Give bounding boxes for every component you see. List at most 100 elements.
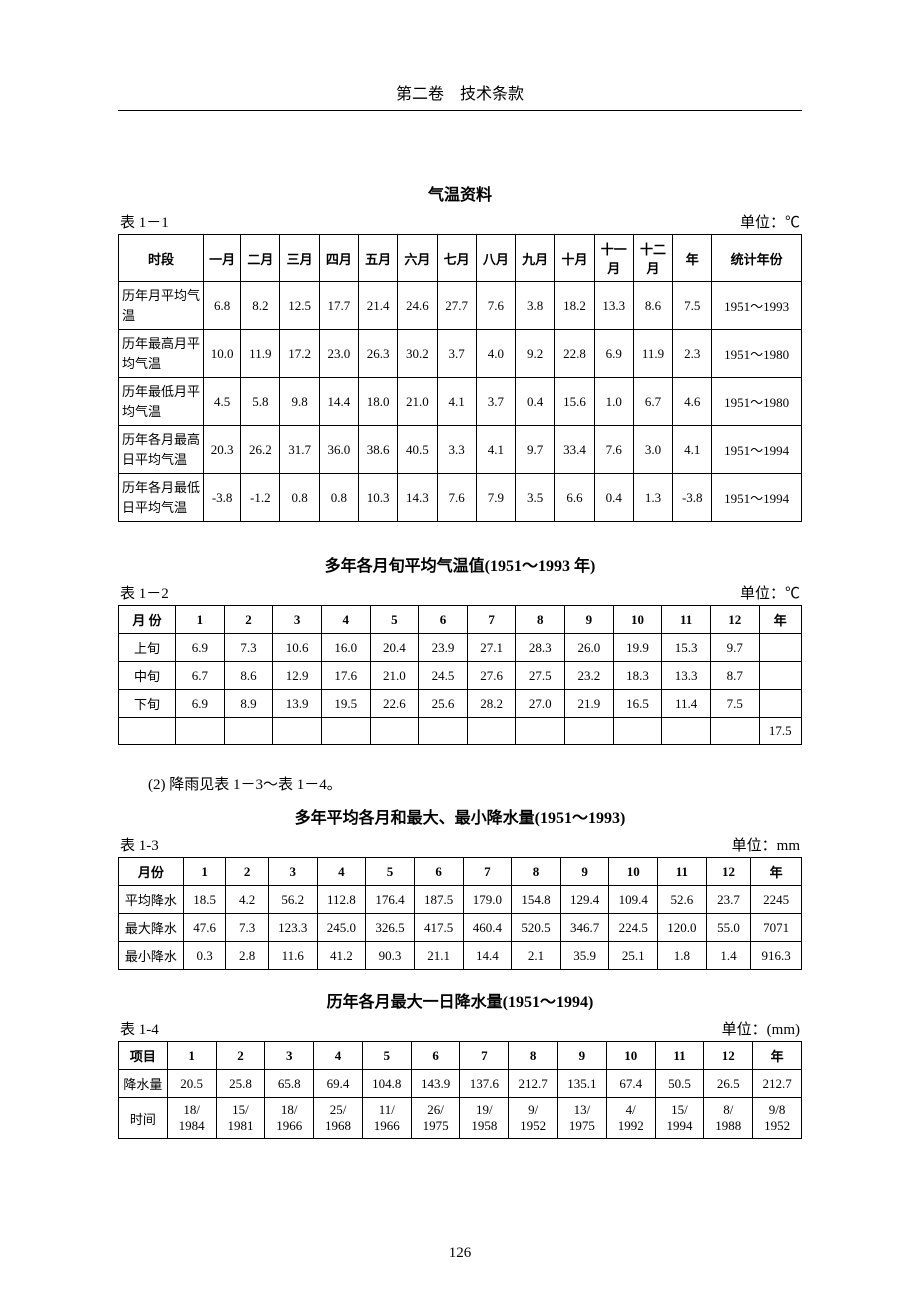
table-cell: 52.6 [658, 886, 707, 914]
table-cell: 21.9 [565, 690, 614, 718]
table-cell: 7.6 [437, 474, 476, 522]
table-cell: 13.9 [273, 690, 322, 718]
table-cell: 10.6 [273, 634, 322, 662]
table-cell: 8.9 [224, 690, 273, 718]
table-row-head [119, 718, 176, 745]
table-cell: 11.4 [662, 690, 711, 718]
table-col-header: 五月 [358, 235, 397, 282]
table-col-header: 6 [419, 606, 468, 634]
table-cell: 1951～1980 [712, 330, 802, 378]
table-col-header: 12 [704, 1042, 753, 1070]
table-cell: 1951～1993 [712, 282, 802, 330]
table-cell: 19/1958 [460, 1098, 509, 1139]
table-col-header: 项目 [119, 1042, 168, 1070]
table-row-head: 降水量 [119, 1070, 168, 1098]
table-cell: 15.3 [662, 634, 711, 662]
table-cell: 14.4 [319, 378, 358, 426]
table-col-header: 三月 [280, 235, 319, 282]
table-cell: 26.5 [704, 1070, 753, 1098]
table-cell: 17.6 [321, 662, 370, 690]
table-cell: 26.2 [241, 426, 280, 474]
table-cell: 1.0 [594, 378, 633, 426]
table-col-header: 10 [606, 1042, 655, 1070]
page: 第二卷 技术条款 气温资料 表 1－1 单位：℃ 时段一月二月三月四月五月六月七… [0, 0, 920, 1302]
table-cell: 24.5 [419, 662, 468, 690]
table-cell: 35.9 [560, 942, 609, 970]
table-cell: 9.8 [280, 378, 319, 426]
table-cell: 6.9 [176, 634, 225, 662]
table-row-head: 历年最高月平均气温 [119, 330, 204, 378]
table-cell: 27.0 [516, 690, 565, 718]
table-cell: 27.1 [467, 634, 516, 662]
table-cell: 3.8 [516, 282, 555, 330]
table-col-header: 2 [224, 606, 273, 634]
table-cell: 1.4 [706, 942, 751, 970]
table-cell: 9/1952 [509, 1098, 558, 1139]
table-row-head: 上旬 [119, 634, 176, 662]
table-col-header: 十一月 [594, 235, 633, 282]
table-cell: 4.5 [204, 378, 241, 426]
table-col-header: 月份 [119, 858, 184, 886]
table-cell [176, 718, 225, 745]
table-col-header: 5 [370, 606, 419, 634]
table-row: 时间18/198415/198118/196625/196811/196626/… [119, 1098, 802, 1139]
table-col-header: 七月 [437, 235, 476, 282]
table-cell: 19.9 [613, 634, 662, 662]
table-cell: 13.3 [594, 282, 633, 330]
table-cell: 8.2 [241, 282, 280, 330]
table-cell [224, 718, 273, 745]
table-col-header: 12 [706, 858, 751, 886]
table-cell: 137.6 [460, 1070, 509, 1098]
table-cell: 143.9 [411, 1070, 460, 1098]
table-1-1: 时段一月二月三月四月五月六月七月八月九月十月十一月十二月年统计年份 历年月平均气… [118, 234, 802, 522]
table-col-header: 5 [362, 1042, 411, 1070]
table-cell [662, 718, 711, 745]
table-cell: 69.4 [314, 1070, 363, 1098]
section2-table-label: 表 1－2 [120, 582, 169, 603]
table-cell: 26.3 [358, 330, 397, 378]
table-cell: 4.1 [673, 426, 712, 474]
table-col-header: 3 [273, 606, 322, 634]
table-col-header: 1 [183, 858, 226, 886]
table-cell: 0.3 [183, 942, 226, 970]
table-cell: 8/1988 [704, 1098, 753, 1139]
table-col-header: 4 [317, 858, 366, 886]
table-cell: 27.5 [516, 662, 565, 690]
table-cell: 12.9 [273, 662, 322, 690]
table-cell: 6.6 [555, 474, 594, 522]
section2-caption-row: 表 1－2 单位：℃ [118, 582, 802, 603]
table-cell: 20.5 [167, 1070, 216, 1098]
table-col-header: 9 [565, 606, 614, 634]
table-cell: 27.7 [437, 282, 476, 330]
table-cell: 27.6 [467, 662, 516, 690]
table-cell: 1.3 [633, 474, 672, 522]
table-col-header: 十二月 [633, 235, 672, 282]
table-cell: 212.7 [753, 1070, 802, 1098]
table-cell: 25.1 [609, 942, 658, 970]
table-cell: 7.3 [226, 914, 269, 942]
section4-caption-row: 表 1-4 单位：(mm) [118, 1018, 802, 1039]
table-cell: 65.8 [265, 1070, 314, 1098]
body-text-rainfall: (2) 降雨见表 1－3～表 1－4。 [148, 773, 802, 794]
table-1-2: 月 份123456789101112年 上旬6.97.310.616.020.4… [118, 605, 802, 745]
table-cell: 56.2 [268, 886, 317, 914]
table-cell: 18.3 [613, 662, 662, 690]
table-col-header: 9 [560, 858, 609, 886]
table-cell [565, 718, 614, 745]
table-cell: 11.9 [241, 330, 280, 378]
table-cell: 17.7 [319, 282, 358, 330]
table-cell: 224.5 [609, 914, 658, 942]
table-cell: 346.7 [560, 914, 609, 942]
table-cell: 23.7 [706, 886, 751, 914]
table-cell: 16.5 [613, 690, 662, 718]
table-cell: 135.1 [558, 1070, 607, 1098]
section4-unit: 单位：(mm) [722, 1018, 800, 1039]
table-cell: 12.5 [280, 282, 319, 330]
table-row-head: 最大降水 [119, 914, 184, 942]
table-cell: 19.5 [321, 690, 370, 718]
table-col-header: 3 [265, 1042, 314, 1070]
table-cell: 11.9 [633, 330, 672, 378]
table-cell: 14.3 [398, 474, 437, 522]
table-col-header: 1 [176, 606, 225, 634]
table-cell: 0.4 [516, 378, 555, 426]
